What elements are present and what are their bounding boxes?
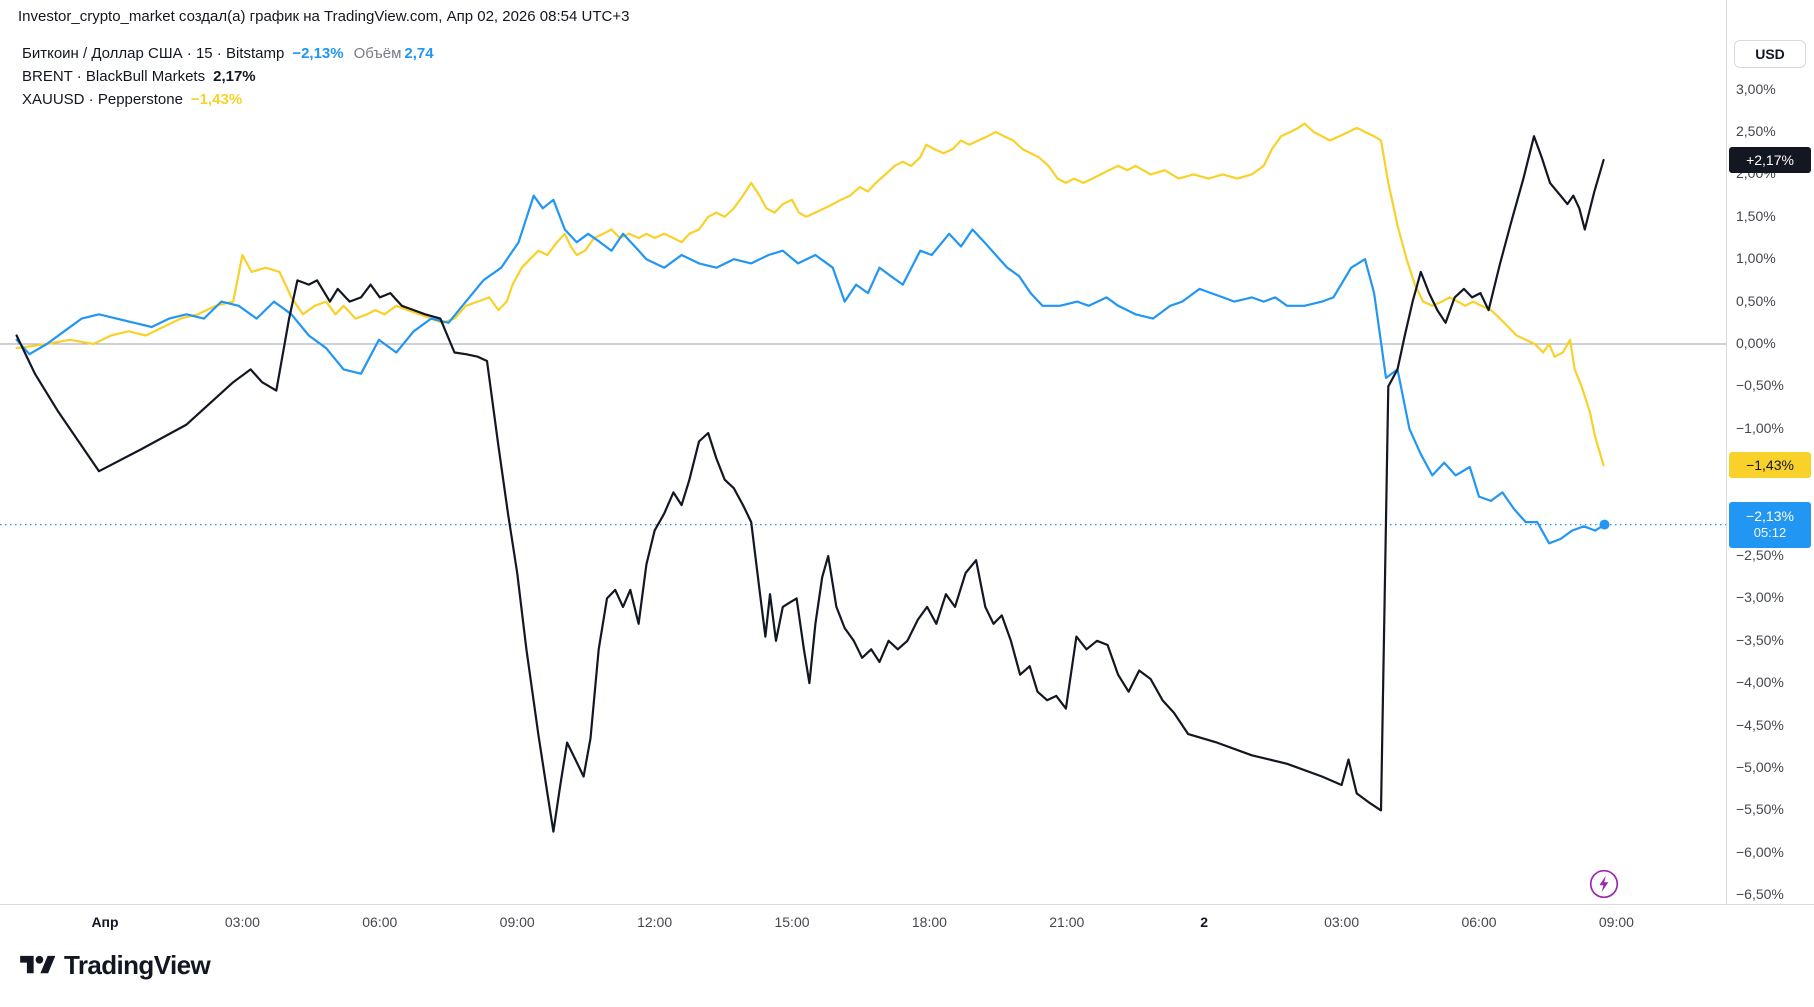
price-scale-label: −6,00% bbox=[1736, 843, 1784, 860]
legend-change-xauusd: −1,43% bbox=[190, 91, 243, 108]
legend-volume-label: Объём bbox=[353, 45, 402, 62]
legend-symbol-title-xauusd[interactable]: XAUUSD · Pepperstone bbox=[22, 91, 183, 108]
time-scale-label: 06:00 bbox=[1461, 914, 1497, 930]
price-scale-label: 1,50% bbox=[1736, 207, 1776, 224]
legend-row-brent[interactable]: BRENT · BlackBull Markets 2,17% bbox=[22, 65, 434, 88]
btcusd-last-value-badge: −2,13% 05:12 bbox=[1729, 501, 1811, 548]
time-scale-label: 03:00 bbox=[1324, 914, 1360, 930]
legend-symbol-title-btcusd[interactable]: Биткоин / Доллар США · 15 · Bitstamp bbox=[22, 45, 285, 62]
legend: Биткоин / Доллар США · 15 · Bitstamp −2,… bbox=[22, 42, 434, 111]
footer: TradingView bbox=[20, 950, 211, 981]
legend-change-brent: 2,17% bbox=[213, 68, 256, 85]
price-scale-label: −1,00% bbox=[1736, 419, 1784, 436]
legend-symbol-title-brent[interactable]: BRENT · BlackBull Markets bbox=[22, 68, 206, 85]
price-scale-label: −2,50% bbox=[1736, 547, 1784, 563]
legend-change-btcusd: −2,13% bbox=[292, 45, 344, 62]
time-scale-label: 06:00 bbox=[362, 914, 398, 930]
price-scale-label: −4,00% bbox=[1736, 674, 1784, 691]
legend-volume-value: 2,74 bbox=[404, 45, 434, 62]
series-line-btcusd[interactable] bbox=[15, 194, 1606, 545]
tradingview-logo-icon[interactable] bbox=[20, 952, 55, 979]
time-scale-label: 03:00 bbox=[224, 914, 260, 930]
price-scale-label: 3,00% bbox=[1736, 80, 1776, 97]
time-scale-label: 09:00 bbox=[1598, 914, 1634, 930]
brent-last-value-text: +2,17% bbox=[1746, 151, 1794, 168]
xauusd-last-value-text: −1,43% bbox=[1746, 456, 1794, 473]
price-scale[interactable]: USD 3,00% 2,50% 2,00% 1,50% 1,00% 0,50% 0,00% −… bbox=[1726, 0, 1814, 904]
xauusd-last-value-badge: −1,43% bbox=[1729, 452, 1811, 479]
last-price-dot bbox=[1599, 519, 1610, 530]
time-scale-label: 2 bbox=[1200, 914, 1209, 930]
price-scale-label: −5,50% bbox=[1736, 801, 1784, 818]
time-scale-label: Апр bbox=[91, 914, 119, 930]
legend-row-xauusd[interactable]: XAUUSD · Pepperstone −1,43% bbox=[22, 88, 434, 111]
bar-close-countdown: 05:12 bbox=[1753, 525, 1787, 541]
chart-attribution: Investor_crypto_market создал(а) график … bbox=[18, 8, 630, 25]
btcusd-last-value-text: −2,13% bbox=[1746, 508, 1794, 525]
currency-toggle-button[interactable]: USD bbox=[1734, 40, 1806, 68]
price-scale-label: −3,00% bbox=[1736, 589, 1784, 606]
legend-row-btcusd[interactable]: Биткоин / Доллар США · 15 · Bitstamp −2,… bbox=[22, 42, 434, 65]
price-scale-label: −0,50% bbox=[1736, 377, 1784, 394]
price-scale-label: −5,00% bbox=[1736, 759, 1784, 775]
time-scale-label: 15:00 bbox=[774, 914, 810, 930]
time-scale-label: 21:00 bbox=[1049, 914, 1085, 930]
price-scale-label: −4,50% bbox=[1736, 716, 1784, 733]
time-scale-label: 12:00 bbox=[637, 914, 673, 930]
price-scale-label: −3,50% bbox=[1736, 631, 1784, 648]
instant-order-lightning-icon[interactable] bbox=[1589, 869, 1619, 899]
price-scale-label: −6,50% bbox=[1736, 886, 1784, 903]
series-line-brent[interactable] bbox=[15, 135, 1605, 833]
brent-last-value-badge: +2,17% bbox=[1729, 146, 1811, 173]
price-scale-label: 2,50% bbox=[1736, 123, 1776, 139]
price-scale-label: 0,50% bbox=[1736, 292, 1776, 309]
time-scale[interactable]: Апр 03:00 06:00 09:00 12:00 15:00 18:00 21:00 2 0… bbox=[0, 904, 1814, 941]
time-scale-label: 18:00 bbox=[911, 914, 947, 930]
price-scale-label: 0,00% bbox=[1736, 335, 1776, 351]
tradingview-wordmark[interactable]: TradingView bbox=[64, 950, 211, 980]
series-line-xauusd[interactable] bbox=[15, 122, 1605, 467]
price-scale-label: 1,00% bbox=[1736, 250, 1776, 267]
time-scale-label: 09:00 bbox=[499, 914, 535, 930]
